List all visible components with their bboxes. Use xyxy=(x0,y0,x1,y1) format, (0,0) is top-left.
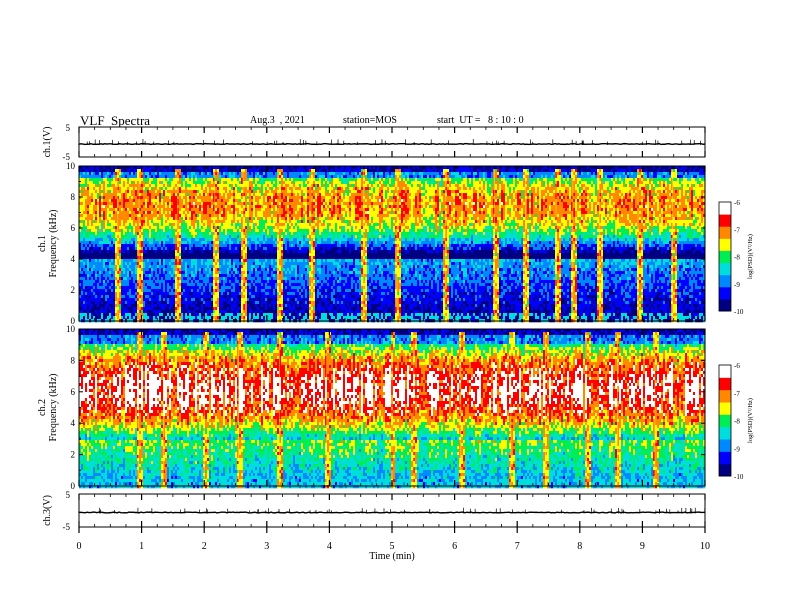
ch1-spec-ytick-label-2: 4 xyxy=(71,254,76,264)
ch2-spec-ytick-label-0: 0 xyxy=(71,481,76,491)
ch2-spec-ytick-label-5: 10 xyxy=(66,324,76,334)
ch1-spec-colorbar-tick-3: -9 xyxy=(734,281,740,289)
ch1-spec-ytick-label-4: 8 xyxy=(71,192,76,202)
x-tick-label-6: 6 xyxy=(452,541,457,552)
ch3-wave-ytick-label-bottom: -5 xyxy=(63,522,71,532)
ch2-spec-ytick-label-1: 2 xyxy=(71,450,76,460)
ch1-wave-ytick-label-top: 5 xyxy=(66,123,71,133)
x-tick-label-3: 3 xyxy=(264,541,269,552)
x-tick-label-0: 0 xyxy=(77,541,82,552)
ch2-spec-colorbar-tick-0: -6 xyxy=(734,362,740,370)
ch1-spec-ylabel-frequency: Frequency (kHz) xyxy=(48,209,59,277)
x-tick-label-10: 10 xyxy=(700,541,710,552)
ch3-wave-ytick-label-top: 5 xyxy=(66,490,71,500)
x-axis-label: Time (min) xyxy=(369,551,414,562)
ch2-spec-ylabel-frequency: Frequency (kHz) xyxy=(48,373,59,441)
ch1-spec-ytick-label-5: 10 xyxy=(66,161,76,171)
ch1-wave-ylabel: ch.1(V) xyxy=(42,127,53,158)
ch2-spec-colorbar-tick-1: -7 xyxy=(734,390,740,398)
ch1-spec-ytick-label-3: 6 xyxy=(71,223,76,233)
ch1-wave-trace xyxy=(79,144,705,145)
ch1-spec-ytick-label-1: 2 xyxy=(71,285,76,295)
x-tick-label-7: 7 xyxy=(515,541,520,552)
ch2-spec-ytick-label-2: 4 xyxy=(71,418,76,428)
ch2-spec-colorbar xyxy=(719,365,731,477)
ch1-spec-colorbar-tick-2: -8 xyxy=(734,254,740,262)
ch2-spec-ylabel-channel: ch.2 xyxy=(37,399,48,416)
ch2-spec-ytick-label-3: 6 xyxy=(71,387,76,397)
x-tick-label-9: 9 xyxy=(640,541,645,552)
ch1-spec-ylabel-channel: ch.1 xyxy=(37,235,48,252)
x-tick-label-2: 2 xyxy=(202,541,207,552)
ch1-spec-colorbar-tick-1: -7 xyxy=(734,226,740,234)
ch1-spec-colorbar-tick-0: -6 xyxy=(734,199,740,207)
ch1-spec-heatmap xyxy=(79,166,705,322)
ch1-spec-colorbar xyxy=(719,202,731,312)
ch1-spec-colorbar-label: log(PSD)(V²/Hz) xyxy=(747,234,754,279)
ch2-spec-colorbar-tick-2: -8 xyxy=(734,418,740,426)
ch2-spec-colorbar-label: log(PSD)(V²/Hz) xyxy=(747,398,754,443)
x-tick-label-4: 4 xyxy=(327,541,332,552)
x-tick-label-8: 8 xyxy=(577,541,582,552)
x-tick-label-1: 1 xyxy=(139,541,144,552)
ch3-wave-ylabel: ch.3(V) xyxy=(42,495,53,526)
ch2-spec-colorbar-tick-3: -9 xyxy=(734,445,740,453)
ch2-spec-ytick-label-4: 8 xyxy=(71,355,76,365)
ch2-spec-colorbar-tick-4: -10 xyxy=(734,473,744,481)
ch1-spec-colorbar-tick-4: -10 xyxy=(734,308,744,316)
